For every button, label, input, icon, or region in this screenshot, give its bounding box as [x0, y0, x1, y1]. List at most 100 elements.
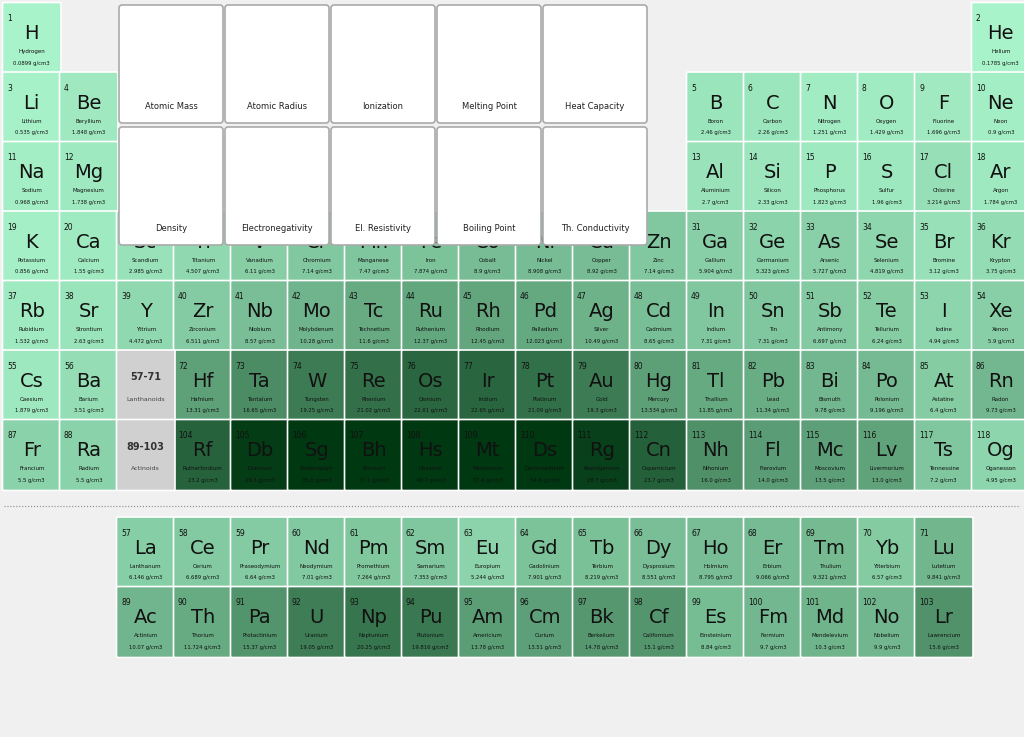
FancyBboxPatch shape	[2, 142, 61, 212]
FancyBboxPatch shape	[173, 517, 232, 588]
Text: P: P	[824, 164, 836, 183]
Text: 116: 116	[862, 431, 877, 440]
Text: 14.78 g/cm3: 14.78 g/cm3	[585, 645, 618, 649]
Text: Boiling Point: Boiling Point	[463, 223, 515, 232]
Text: 6.57 g/cm3: 6.57 g/cm3	[871, 575, 902, 580]
Text: 93: 93	[349, 598, 358, 607]
FancyBboxPatch shape	[117, 419, 175, 491]
Text: Electronegativity: Electronegativity	[242, 223, 312, 232]
FancyBboxPatch shape	[743, 211, 802, 282]
Text: Mo: Mo	[302, 302, 331, 321]
Text: Hs: Hs	[419, 441, 443, 461]
Text: Molybdenum: Molybdenum	[299, 327, 335, 332]
Text: Lu: Lu	[933, 539, 955, 558]
Text: Carbon: Carbon	[763, 119, 782, 124]
Text: 1.784 g/cm3: 1.784 g/cm3	[984, 200, 1018, 205]
Text: 82: 82	[748, 362, 758, 371]
Text: 2: 2	[976, 14, 981, 23]
Text: 6.4 g/cm3: 6.4 g/cm3	[931, 408, 957, 413]
FancyBboxPatch shape	[459, 350, 517, 421]
Text: 20: 20	[63, 223, 74, 231]
Text: 1.696 g/cm3: 1.696 g/cm3	[927, 130, 961, 135]
Text: 5.323 g/cm3: 5.323 g/cm3	[757, 269, 790, 274]
FancyBboxPatch shape	[857, 72, 916, 143]
Text: 77: 77	[463, 362, 473, 371]
FancyBboxPatch shape	[972, 72, 1024, 143]
FancyBboxPatch shape	[2, 419, 61, 491]
Text: Copper: Copper	[592, 258, 611, 262]
FancyBboxPatch shape	[331, 5, 435, 123]
Text: 37: 37	[7, 292, 16, 301]
FancyBboxPatch shape	[344, 419, 403, 491]
Text: Francium: Francium	[19, 466, 44, 471]
Text: Oganesson: Oganesson	[985, 466, 1016, 471]
Text: 14.0 g/cm3: 14.0 g/cm3	[758, 478, 787, 483]
Text: Livermorium: Livermorium	[869, 466, 904, 471]
Text: Se: Se	[874, 233, 899, 252]
Text: Magnesium: Magnesium	[73, 188, 104, 193]
Text: 4.94 g/cm3: 4.94 g/cm3	[929, 339, 958, 343]
Text: 2.7 g/cm3: 2.7 g/cm3	[702, 200, 729, 205]
Text: Ruthenium: Ruthenium	[416, 327, 445, 332]
Text: 108: 108	[406, 431, 421, 440]
Text: 0.1785 g/cm3: 0.1785 g/cm3	[982, 60, 1019, 66]
Text: Actinoids: Actinoids	[131, 466, 160, 471]
Text: 10.3 g/cm3: 10.3 g/cm3	[815, 645, 845, 649]
FancyBboxPatch shape	[801, 142, 859, 212]
Text: 13: 13	[691, 153, 700, 162]
Text: Potassium: Potassium	[17, 258, 46, 262]
Text: Terbium: Terbium	[591, 564, 612, 569]
Text: 8.908 g/cm3: 8.908 g/cm3	[528, 269, 561, 274]
Text: Th: Th	[190, 609, 215, 627]
Text: 17: 17	[919, 153, 929, 162]
FancyBboxPatch shape	[630, 517, 688, 588]
Text: Lanthanoids: Lanthanoids	[126, 397, 165, 402]
Text: 4.507 g/cm3: 4.507 g/cm3	[186, 269, 219, 274]
Text: Sr: Sr	[79, 302, 99, 321]
Text: 107: 107	[349, 431, 364, 440]
Text: Mt: Mt	[475, 441, 500, 461]
Text: 23.7 g/cm3: 23.7 g/cm3	[644, 478, 674, 483]
Text: Nickel: Nickel	[537, 258, 553, 262]
Text: 2.33 g/cm3: 2.33 g/cm3	[758, 200, 787, 205]
Text: Praseodymium: Praseodymium	[240, 564, 281, 569]
Text: 2.46 g/cm3: 2.46 g/cm3	[700, 130, 731, 135]
Text: 64: 64	[520, 528, 529, 537]
Text: 42: 42	[292, 292, 302, 301]
Text: Eu: Eu	[475, 539, 500, 558]
FancyBboxPatch shape	[972, 350, 1024, 421]
Text: Te: Te	[877, 302, 897, 321]
Text: Phosphorus: Phosphorus	[814, 188, 846, 193]
Text: 86: 86	[976, 362, 986, 371]
Text: ◉: ◉	[264, 43, 291, 71]
Text: Chlorine: Chlorine	[933, 188, 955, 193]
Text: Sulfur: Sulfur	[879, 188, 895, 193]
FancyBboxPatch shape	[686, 211, 745, 282]
Text: Bk: Bk	[590, 609, 614, 627]
FancyBboxPatch shape	[225, 5, 329, 123]
Text: As: As	[818, 233, 842, 252]
Text: 11.34 g/cm3: 11.34 g/cm3	[756, 408, 790, 413]
Text: Zr: Zr	[193, 302, 213, 321]
Text: Neon: Neon	[993, 119, 1008, 124]
Text: 5.5 g/cm3: 5.5 g/cm3	[18, 478, 45, 483]
Text: Ac: Ac	[134, 609, 158, 627]
Text: 88: 88	[63, 431, 74, 440]
Text: 15.6 g/cm3: 15.6 g/cm3	[929, 645, 958, 649]
FancyBboxPatch shape	[459, 211, 517, 282]
FancyBboxPatch shape	[117, 350, 175, 421]
FancyBboxPatch shape	[801, 72, 859, 143]
Text: 9.841 g/cm3: 9.841 g/cm3	[927, 575, 961, 580]
Text: 6.64 g/cm3: 6.64 g/cm3	[245, 575, 274, 580]
FancyBboxPatch shape	[972, 211, 1024, 282]
Text: 15.1 g/cm3: 15.1 g/cm3	[644, 645, 674, 649]
Text: Nh: Nh	[702, 441, 729, 461]
FancyBboxPatch shape	[117, 281, 175, 352]
Text: Sb: Sb	[817, 302, 842, 321]
Text: 91: 91	[234, 598, 245, 607]
Text: 73: 73	[234, 362, 245, 371]
Text: Gd: Gd	[531, 539, 558, 558]
Text: 7.353 g/cm3: 7.353 g/cm3	[415, 575, 447, 580]
Text: 96: 96	[520, 598, 529, 607]
Text: 51: 51	[805, 292, 815, 301]
